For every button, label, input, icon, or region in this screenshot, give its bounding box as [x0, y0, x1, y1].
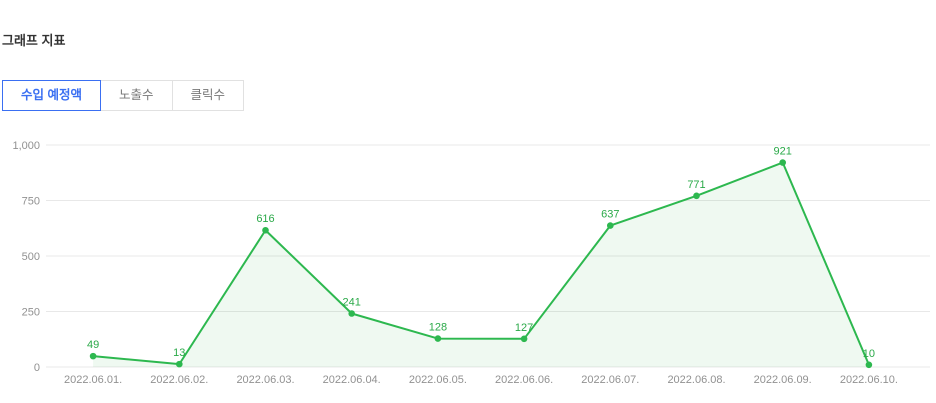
- x-tick-label: 2022.06.10.: [840, 374, 898, 386]
- data-point[interactable]: [89, 352, 97, 360]
- data-label: 13: [173, 347, 185, 359]
- y-tick-label: 750: [22, 196, 40, 208]
- tab-expected-revenue[interactable]: 수입 예정액: [2, 80, 101, 111]
- line-chart: 0 250 500 750 1,000 49 13 616 241 128 127 637 771 921…: [12, 140, 930, 386]
- y-tick-label: 0: [34, 362, 40, 374]
- tab-clicks[interactable]: 클릭수: [171, 80, 245, 111]
- x-tick-label: 2022.06.07.: [581, 374, 639, 386]
- y-tick-label: 250: [22, 307, 40, 319]
- data-point[interactable]: [348, 310, 356, 317]
- data-label: 49: [87, 339, 99, 351]
- x-tick-label: 2022.06.01.: [64, 374, 122, 386]
- x-tick-label: 2022.06.06.: [495, 374, 553, 386]
- data-point[interactable]: [434, 335, 442, 342]
- data-point[interactable]: [607, 222, 614, 229]
- tab-bar: 수입 예정액 노출수 클릭수: [2, 80, 936, 111]
- x-tick-label: 2022.06.05.: [409, 374, 467, 386]
- data-point[interactable]: [865, 361, 873, 369]
- data-point[interactable]: [520, 335, 528, 343]
- chart-area-fill: [93, 162, 869, 367]
- tab-impressions[interactable]: 노출수: [99, 80, 173, 111]
- x-tick-label: 2022.06.09.: [754, 374, 812, 386]
- data-label: 128: [429, 322, 447, 334]
- data-label: 637: [601, 209, 619, 221]
- data-label: 616: [256, 213, 274, 225]
- x-tick-label: 2022.06.03.: [236, 374, 294, 386]
- x-tick-label: 2022.06.02.: [150, 374, 208, 386]
- y-tick-label: 500: [22, 251, 40, 263]
- y-tick-label: 1,000: [12, 140, 40, 152]
- data-label: 10: [863, 348, 875, 360]
- data-point[interactable]: [693, 192, 700, 200]
- data-label: 241: [343, 296, 361, 308]
- data-point[interactable]: [176, 360, 183, 368]
- data-point[interactable]: [262, 226, 269, 234]
- data-label: 771: [687, 179, 705, 191]
- page-title: 그래프 지표: [2, 33, 66, 48]
- data-point[interactable]: [779, 159, 786, 166]
- x-tick-label: 2022.06.08.: [667, 374, 725, 386]
- chart-line: [93, 161, 870, 366]
- data-label: 127: [515, 322, 533, 334]
- x-tick-label: 2022.06.04.: [323, 374, 381, 386]
- chart-area: 0 250 500 750 1,000 49 13 616 241 128 127 637 771 921…: [0, 132, 936, 399]
- data-label: 921: [774, 146, 792, 158]
